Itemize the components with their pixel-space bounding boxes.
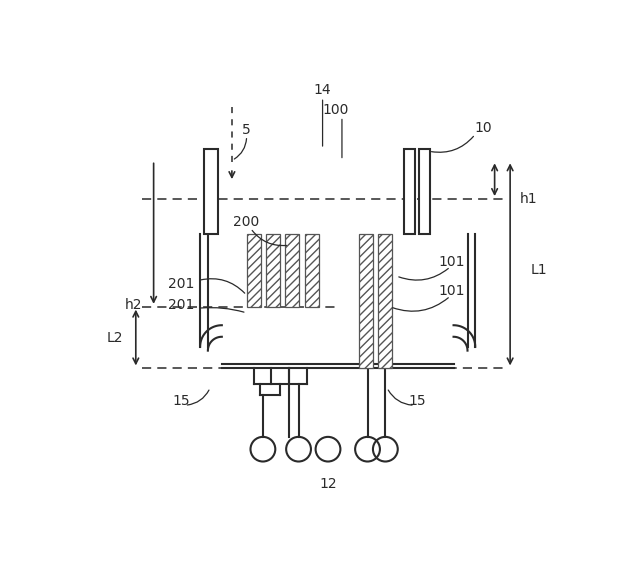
Bar — [419, 149, 430, 234]
Text: 101: 101 — [439, 284, 465, 298]
Text: L1: L1 — [531, 263, 548, 277]
Bar — [305, 234, 319, 307]
Text: 5: 5 — [243, 122, 251, 137]
Text: L2: L2 — [106, 331, 123, 345]
Text: 14: 14 — [314, 83, 332, 96]
Bar — [404, 149, 415, 234]
Text: 10: 10 — [474, 121, 492, 135]
Text: h2: h2 — [125, 298, 142, 312]
Bar — [378, 234, 392, 369]
Text: 201: 201 — [168, 298, 195, 312]
Text: h1: h1 — [520, 192, 538, 206]
Text: 101: 101 — [439, 255, 465, 269]
Bar — [246, 234, 260, 307]
Text: 200: 200 — [234, 215, 260, 229]
Text: 15: 15 — [408, 393, 426, 408]
Bar — [266, 234, 280, 307]
Bar — [204, 149, 218, 234]
Bar — [359, 234, 373, 369]
Text: 15: 15 — [172, 393, 189, 408]
Text: 201: 201 — [168, 277, 195, 291]
Bar — [285, 234, 300, 307]
Text: 12: 12 — [319, 477, 337, 491]
Text: 100: 100 — [323, 103, 349, 117]
